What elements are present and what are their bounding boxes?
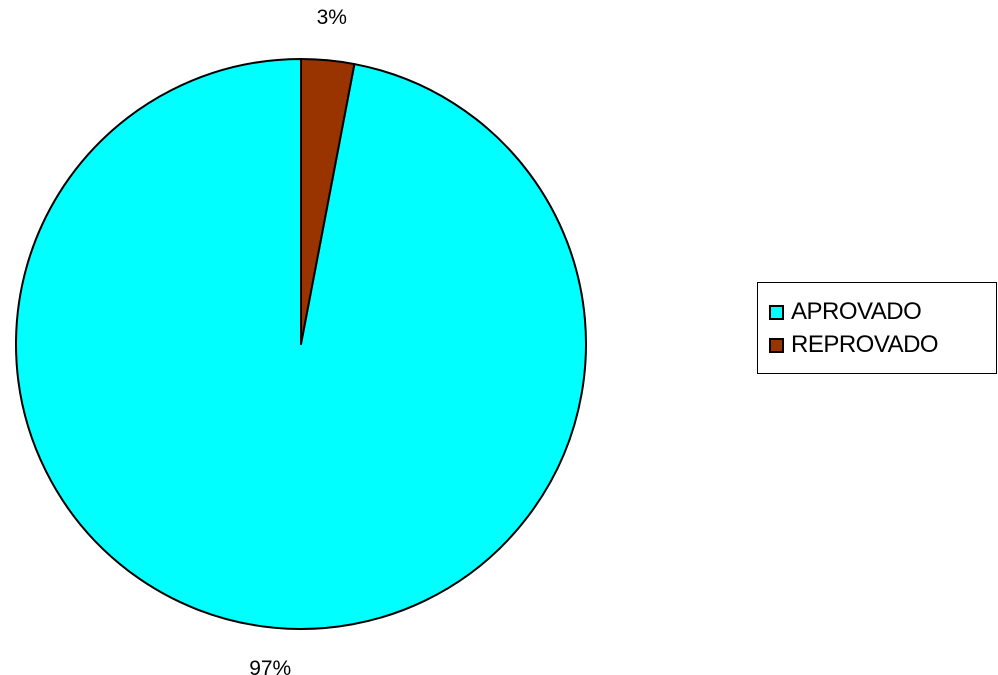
legend-item-reprovado: REPROVADO: [769, 330, 939, 360]
legend-label-reprovado: REPROVADO: [791, 331, 939, 358]
legend-label-aprovado: APROVADO: [791, 298, 922, 325]
pie-slices: [15, 58, 587, 630]
chart-legend: APROVADO REPROVADO: [757, 282, 997, 374]
legend-swatch-aprovado: [769, 304, 784, 320]
legend-item-aprovado: APROVADO: [769, 297, 922, 327]
pie-slice-reprovado: [300, 58, 356, 345]
data-label-aprovado: 97%: [249, 657, 291, 675]
legend-swatch-reprovado: [769, 337, 784, 353]
pie-data-labels: 97% 3%: [249, 6, 347, 675]
data-label-reprovado: 3%: [317, 6, 347, 29]
